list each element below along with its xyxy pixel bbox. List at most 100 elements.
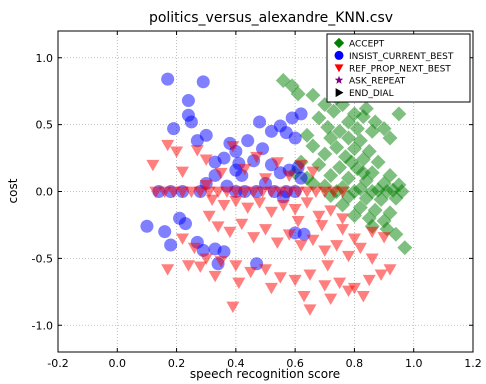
data-point [184,186,198,198]
data-point [161,264,175,276]
data-point [193,261,207,273]
data-point [332,159,348,175]
data-point [264,186,278,198]
data-point [190,145,204,157]
x-tick-label: 1.0 [405,357,423,370]
data-point [394,184,410,199]
data-point [365,253,379,265]
data-point [211,221,225,233]
data-point [397,240,413,256]
data-point [352,133,368,149]
data-point [391,106,407,122]
data-point [329,139,345,155]
data-point [290,86,306,102]
data-point [377,232,391,244]
data-point [341,114,356,130]
data-point [376,121,392,137]
data-point [247,186,261,198]
data-point [391,177,407,193]
data-point [303,269,317,281]
data-point [297,227,311,241]
data-point [220,186,234,198]
data-point [294,159,308,172]
data-point [161,139,175,152]
data-point [326,103,342,119]
data-point [284,78,300,94]
data-point [327,186,341,198]
y-tick-label: -0.5 [32,252,53,265]
data-point [382,130,398,146]
data-point [253,197,267,209]
data-point [356,290,370,303]
data-point [321,260,335,272]
data-point [149,186,163,198]
x-tick-label: 0.4 [227,357,245,370]
data-point [282,229,296,241]
y-axis-label: cost [6,178,20,203]
x-tick-label: 1.2 [464,357,482,370]
data-point [294,240,308,252]
data-point [297,290,311,303]
data-point [300,197,314,209]
data-point [226,301,240,314]
data-point [193,186,207,198]
data-point [256,186,270,198]
data-point [352,181,368,197]
data-point [285,111,299,125]
data-point [238,163,252,176]
data-point [347,233,361,245]
data-point [167,186,181,198]
data-point [214,167,228,180]
data-point [294,171,308,185]
data-point [199,179,213,192]
data-point [273,186,287,198]
data-point [370,154,386,170]
data-point [315,220,329,232]
legend-entry: INSIST_CURRENT_BEST [349,52,454,62]
data-point [235,218,249,231]
data-point [299,127,315,143]
data-point [352,200,368,216]
y-tick-label: 0.5 [36,119,54,132]
data-point [305,87,321,103]
data-point [270,237,284,249]
legend-marker [334,64,344,73]
x-axis-label: speech recognition score [190,367,340,381]
x-tick-label: 0.6 [286,357,304,370]
data-point [241,134,255,148]
data-point [259,224,272,236]
data-point [270,157,284,169]
data-point [388,226,404,242]
data-point [306,234,320,247]
data-point [229,195,243,208]
data-point [176,166,189,178]
x-tick-label: 0.2 [168,357,186,370]
legend-marker [334,50,344,60]
data-point [342,285,355,297]
data-point [140,219,154,233]
data-point [309,186,323,198]
y-tick-label: 1.0 [36,52,54,65]
data-point [164,238,178,252]
data-point [217,200,231,212]
data-point [264,282,278,295]
data-point [373,192,389,207]
data-point [311,110,327,126]
data-point [259,264,272,276]
data-point [383,264,397,276]
data-point [355,109,371,125]
data-point [208,155,222,169]
data-point [161,72,175,86]
data-point [318,280,332,292]
data-point [346,141,362,157]
data-point [202,210,216,223]
data-point [365,226,379,239]
data-point [199,253,213,265]
data-point [341,130,356,146]
data-point [303,304,317,316]
data-point [291,186,305,198]
data-point [335,197,351,213]
chart-title: politics_versus_alexandre_KNN.csv [149,10,393,26]
data-point [196,75,210,89]
